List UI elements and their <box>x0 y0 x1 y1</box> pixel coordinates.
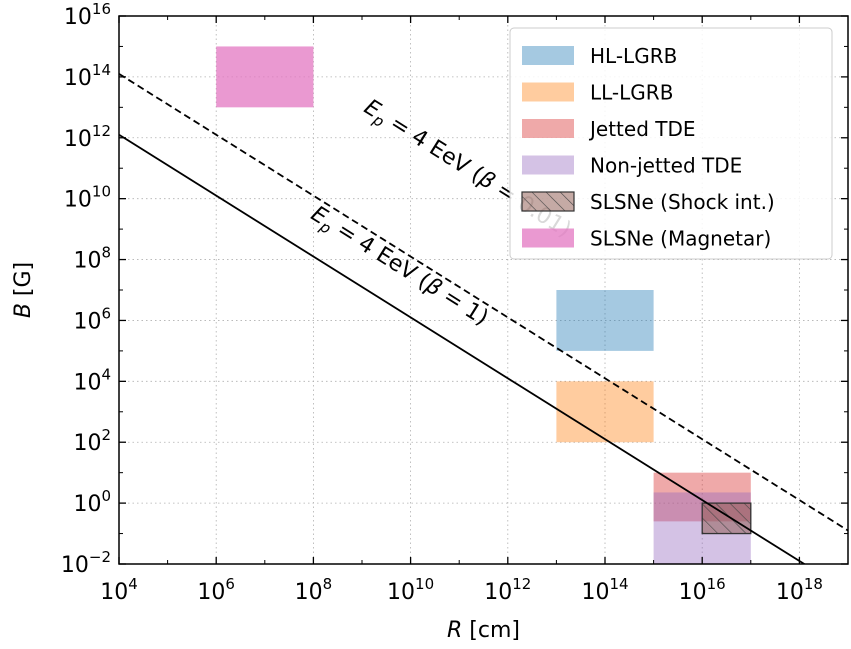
regions <box>216 46 752 564</box>
x-tick-label: 106 <box>197 575 235 605</box>
lines <box>119 73 848 564</box>
x-tick-label: 1018 <box>776 575 823 605</box>
legend-swatch <box>522 155 574 175</box>
legend-entry: Non-jetted TDE <box>590 154 742 178</box>
y-tick-label: 1012 <box>64 122 111 152</box>
legend-box <box>509 27 833 260</box>
legend-entry: HL-LGRB <box>590 44 677 68</box>
legend-entry: SLSNe (Magnetar) <box>590 227 771 251</box>
line-annotation-solid: Ep = 4 EeV (β = 1) <box>305 201 493 333</box>
y-tick-label: 108 <box>73 244 111 274</box>
region-slsne-magnetar <box>216 46 314 108</box>
legend-entry: Jetted TDE <box>588 117 696 141</box>
x-tick-label: 104 <box>100 575 138 605</box>
legend-swatch <box>522 228 574 248</box>
y-tick-label: 1016 <box>64 0 111 30</box>
y-tick-label: 1014 <box>64 61 111 91</box>
legend-swatch <box>522 82 574 102</box>
x-tick-label: 1010 <box>387 575 434 605</box>
y-tick-label: 106 <box>73 304 111 334</box>
y-tick-label: 102 <box>73 426 111 456</box>
legend-swatch-hatch <box>521 191 575 212</box>
line-dashed <box>119 73 848 532</box>
y-tick-label: 1010 <box>64 183 111 213</box>
legend-swatch <box>522 119 574 138</box>
region-ll-lgrb <box>556 381 654 443</box>
y-axis-label: B [G] <box>11 262 36 318</box>
line-solid <box>119 133 806 564</box>
legend-entry: SLSNe (Shock int.) <box>590 190 775 214</box>
x-axis-label: R [cm] <box>447 618 520 643</box>
y-tick-label: 100 <box>73 487 111 517</box>
legend: HL-LGRB LL-LGRB Jetted TDE Non-jetted TDE SL… <box>509 27 833 260</box>
legend-entry: LL-LGRB <box>590 81 673 105</box>
region-hatch <box>701 502 752 535</box>
y-tick-label: 104 <box>73 365 111 395</box>
x-tick-label: 1012 <box>484 575 531 605</box>
y-tick-label: 10−2 <box>61 548 111 578</box>
axes: 104 106 108 1010 1012 1014 1016 1018 10−2 100 102 1… <box>11 0 849 643</box>
x-tick-label: 108 <box>295 575 333 605</box>
x-tick-label: 1016 <box>679 575 726 605</box>
legend-swatch <box>522 46 574 65</box>
region-hl-lgrb <box>556 290 654 351</box>
x-tick-label: 1014 <box>581 575 628 605</box>
